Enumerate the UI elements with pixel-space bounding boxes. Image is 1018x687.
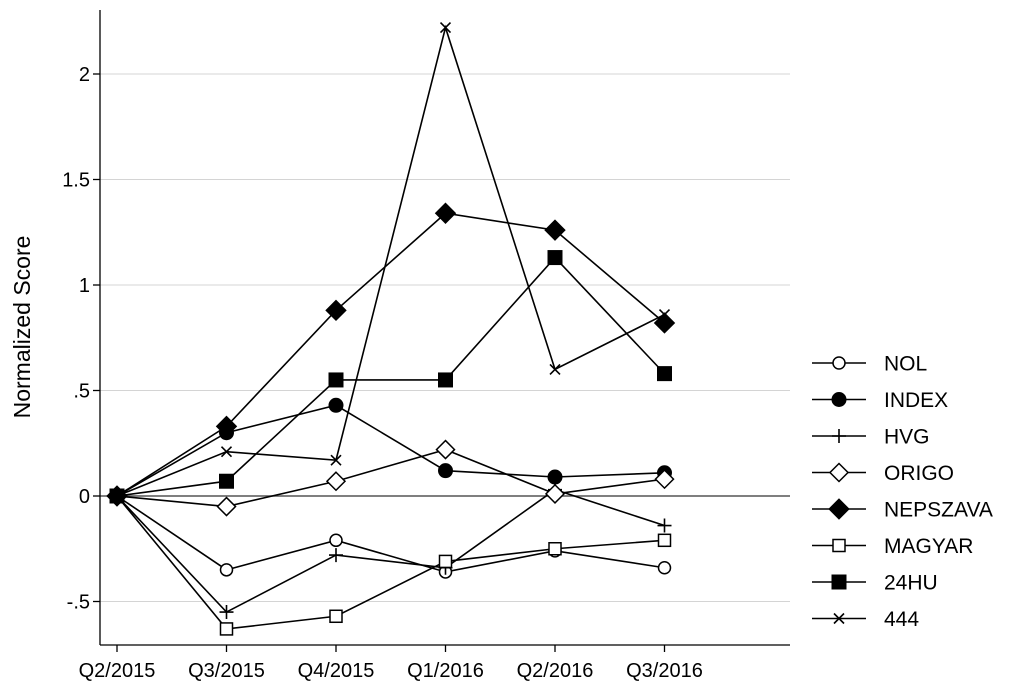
x-tick-label: Q1/2016 [407, 660, 484, 682]
legend-marker [833, 612, 845, 625]
series-group [106, 22, 676, 636]
data-point [219, 473, 234, 489]
data-point [219, 622, 234, 636]
data-point [547, 250, 563, 266]
data-point [657, 533, 672, 548]
x-tick-label: Q2/2016 [517, 660, 594, 682]
x-tick-label: Q2/2015 [79, 660, 156, 682]
x-tick-label: Q4/2015 [298, 660, 375, 682]
legend-marker [831, 574, 847, 590]
data-point [547, 469, 563, 485]
series-444 [111, 22, 671, 502]
data-point [657, 518, 672, 533]
data-point [548, 542, 562, 556]
legend-label: ORIGO [884, 462, 954, 485]
data-point [325, 471, 347, 492]
legend-label: HVG [884, 426, 930, 449]
data-point [328, 372, 344, 388]
series-line [116, 404, 665, 497]
series-magyar [110, 489, 672, 636]
legend-label: NOL [884, 353, 927, 376]
legend-item-hvg: HVG [812, 426, 930, 449]
y-tick-label: 1.5 [62, 170, 90, 192]
legend-item-nepszava: NEPSZAVA [812, 498, 993, 522]
legend-label: 24HU [884, 572, 938, 595]
legend-item-magyar: MAGYAR [812, 535, 973, 558]
legend-item-24hu: 24HU [812, 572, 938, 595]
legend-marker [832, 356, 846, 370]
series-index [109, 397, 672, 504]
axes: -.5 0 .5 1 1.5 2 Q2/2015 Q3/2015 Q4/2015 Q1/2016 Q… [62, 10, 790, 682]
legend-label: MAGYAR [884, 535, 973, 558]
data-point [220, 446, 233, 458]
legend-item-444: 444 [812, 608, 919, 631]
data-point [329, 548, 343, 563]
data-point [544, 483, 566, 504]
data-point [653, 312, 676, 334]
series-line [116, 448, 665, 508]
series-line [116, 256, 666, 497]
data-point [330, 454, 342, 466]
legend-item-index: INDEX [812, 389, 948, 412]
data-point [111, 490, 123, 502]
data-point [329, 533, 343, 548]
y-tick-label: .5 [73, 381, 90, 403]
series-line [116, 24, 665, 497]
y-tick-label: 0 [79, 486, 90, 508]
gridlines [100, 73, 790, 602]
x-tick-label: Q3/2015 [188, 660, 265, 682]
data-point [657, 366, 672, 382]
series-line [116, 488, 665, 614]
data-point [329, 609, 343, 624]
data-point [219, 563, 234, 577]
data-point [438, 463, 453, 479]
data-point [549, 363, 561, 375]
data-point [658, 308, 671, 321]
data-point [215, 415, 238, 438]
legend-label: NEPSZAVA [884, 499, 993, 522]
legend-marker [832, 429, 846, 443]
legend-marker [828, 462, 850, 483]
data-point [325, 299, 347, 322]
data-point [328, 397, 344, 413]
data-point [439, 22, 452, 34]
y-tick-label: 2 [79, 64, 90, 86]
series-line [116, 495, 665, 573]
legend-label: 444 [884, 608, 919, 631]
data-point [434, 202, 457, 224]
legend-marker [832, 538, 846, 553]
legend: NOL INDEX HVG ORIGO NEPSZAVA MAGYAR 24HU 444 [812, 353, 993, 631]
data-point [438, 554, 453, 569]
legend-item-nol: NOL [812, 353, 927, 376]
data-point [216, 496, 237, 517]
series-nepszava [106, 202, 676, 507]
y-tick-label: -.5 [67, 592, 90, 614]
data-point [657, 560, 672, 575]
data-point [654, 469, 675, 490]
data-point [438, 372, 453, 388]
legend-marker [828, 498, 850, 520]
y-tick-label: 1 [79, 275, 90, 297]
x-tick-label: Q3/2016 [626, 660, 703, 682]
data-point [544, 219, 566, 241]
data-point [219, 605, 234, 620]
data-point [435, 439, 456, 460]
series-line [116, 495, 665, 630]
legend-marker [831, 392, 847, 407]
series-line [116, 212, 666, 497]
legend-label: INDEX [884, 389, 948, 412]
y-axis-title: Normalized Score [9, 236, 35, 419]
legend-item-origo: ORIGO [812, 462, 954, 485]
